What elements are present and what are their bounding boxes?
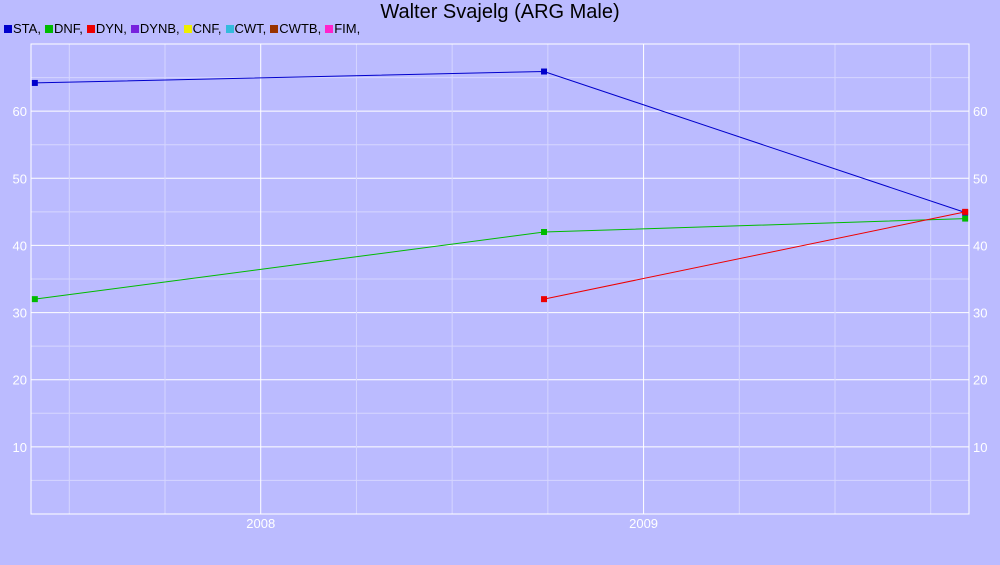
y-tick-label-right: 10 <box>973 440 987 455</box>
y-tick-label-left: 40 <box>13 238 27 253</box>
x-tick-label: 2008 <box>246 516 275 531</box>
y-tick-label-left: 10 <box>13 440 27 455</box>
legend-swatch <box>44 25 53 33</box>
legend-swatch <box>4 25 12 33</box>
y-tick-label-right: 60 <box>973 104 987 119</box>
legend-item: CWTB, <box>270 21 321 36</box>
legend-item: DYNB, <box>130 21 180 36</box>
series-line-dnf <box>34 218 966 300</box>
series-line-dyn <box>543 211 966 300</box>
legend-item: DNF, <box>44 21 83 36</box>
data-point-sta <box>541 68 548 75</box>
legend-item: STA, <box>4 21 41 36</box>
legend-item: CWT, <box>225 21 267 36</box>
data-point-dnf <box>962 215 969 222</box>
data-point-sta <box>31 79 38 86</box>
data-point-dnf <box>541 229 548 235</box>
legend-label: FIM, <box>334 21 361 36</box>
legend-label: CNF, <box>192 21 222 36</box>
y-tick-label-right: 50 <box>973 171 987 186</box>
y-tick-label-left: 30 <box>13 306 27 321</box>
legend-label: CWTB, <box>279 21 322 36</box>
plot-frame <box>30 43 970 515</box>
legend-item: FIM, <box>325 21 360 36</box>
y-tick-label-right: 30 <box>973 306 987 321</box>
legend-label: DNF, <box>53 21 83 36</box>
x-tick-label: 2009 <box>629 516 658 531</box>
series-line-sta <box>34 70 966 213</box>
legend-label: CWT, <box>234 21 267 36</box>
legend-swatch <box>130 25 139 33</box>
legend-swatch <box>325 25 334 33</box>
legend-swatch <box>183 25 192 33</box>
chart-title: Walter Svajelg (ARG Male) <box>380 1 620 23</box>
y-tick-label-left: 50 <box>13 171 27 186</box>
legend-swatch <box>225 25 234 33</box>
data-point-dnf <box>31 296 38 303</box>
legend-item: CNF, <box>183 21 222 36</box>
legend-item: DYN, <box>86 21 127 36</box>
legend-swatch <box>270 25 279 33</box>
legend-label: STA, <box>13 21 41 36</box>
legend: STA, DNF, DYN, DYNB, CNF, CWT, CWTB, FIM, <box>4 21 364 36</box>
data-point-dyn <box>541 296 548 303</box>
data-point-dyn <box>962 208 969 215</box>
y-tick-label-left: 60 <box>13 104 27 119</box>
y-tick-label-right: 40 <box>973 238 987 253</box>
y-tick-label-left: 20 <box>13 373 27 388</box>
legend-label: DYN, <box>95 21 127 36</box>
y-tick-label-right: 20 <box>973 373 987 388</box>
legend-label: DYNB, <box>139 21 180 36</box>
legend-swatch <box>86 25 95 33</box>
